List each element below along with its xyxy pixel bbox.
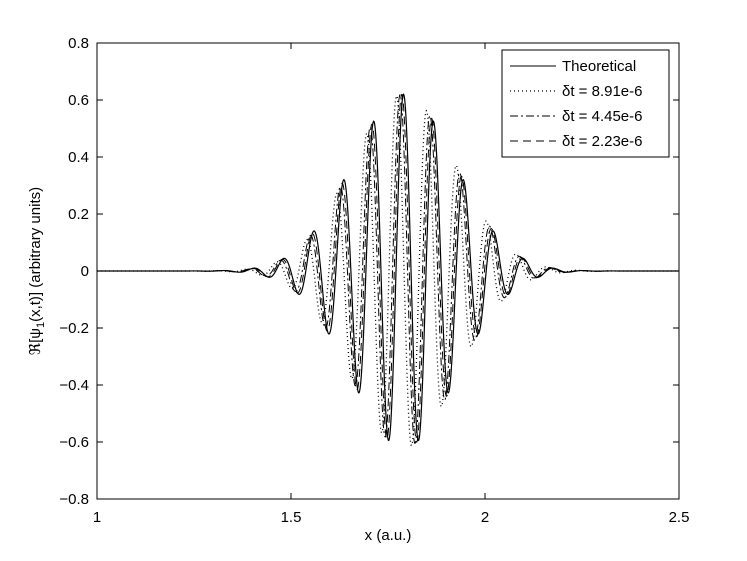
y-tick-label: 0.2 [68, 206, 89, 223]
y-axis-label-prefix: ℜ[ψ [27, 328, 44, 355]
series-layer [97, 93, 679, 447]
x-tick-label: 2 [481, 509, 489, 526]
legend-label-dt-2.23e-6: δt = 2.23e-6 [562, 133, 643, 150]
y-tick-label: 0.8 [68, 35, 89, 52]
legend-label-dt-4.45e-6: δt = 4.45e-6 [562, 108, 643, 125]
x-axis-label: x (a.u.) [365, 527, 412, 544]
legend-box [501, 49, 670, 158]
y-axis-label-subscript: 1 [35, 322, 47, 328]
legend-label-dt-8.91e-6: δt = 8.91e-6 [562, 83, 643, 100]
y-tick-label: 0.4 [68, 149, 89, 166]
y-tick-label: −0.2 [59, 320, 89, 337]
y-tick-label: −0.6 [59, 434, 89, 451]
y-tick-label: −0.8 [59, 491, 89, 508]
x-tick-label: 2.5 [669, 509, 690, 526]
series-line-solid [97, 93, 679, 442]
y-tick-label: −0.4 [59, 377, 89, 394]
legend: Theoretical δt = 8.91e-6 δt = 4.45e-6 δt… [501, 49, 670, 158]
x-tick-label: 1.5 [281, 509, 302, 526]
y-axis-label: ℜ[ψ1(x,t)] (arbitrary units) [27, 187, 47, 355]
y-tick-label: 0 [81, 263, 89, 280]
tick-layer: 1 1.5 2 2.5 −0.8 −0.6 −0.4 −0.2 0 0.2 0.4 0.6 0.8 [59, 35, 689, 526]
x-tick-label: 1 [93, 509, 101, 526]
y-tick-label: 0.6 [68, 92, 89, 109]
legend-label-theoretical: Theoretical [562, 58, 636, 75]
y-axis-label-suffix: (x,t)] (arbitrary units) [27, 187, 44, 322]
